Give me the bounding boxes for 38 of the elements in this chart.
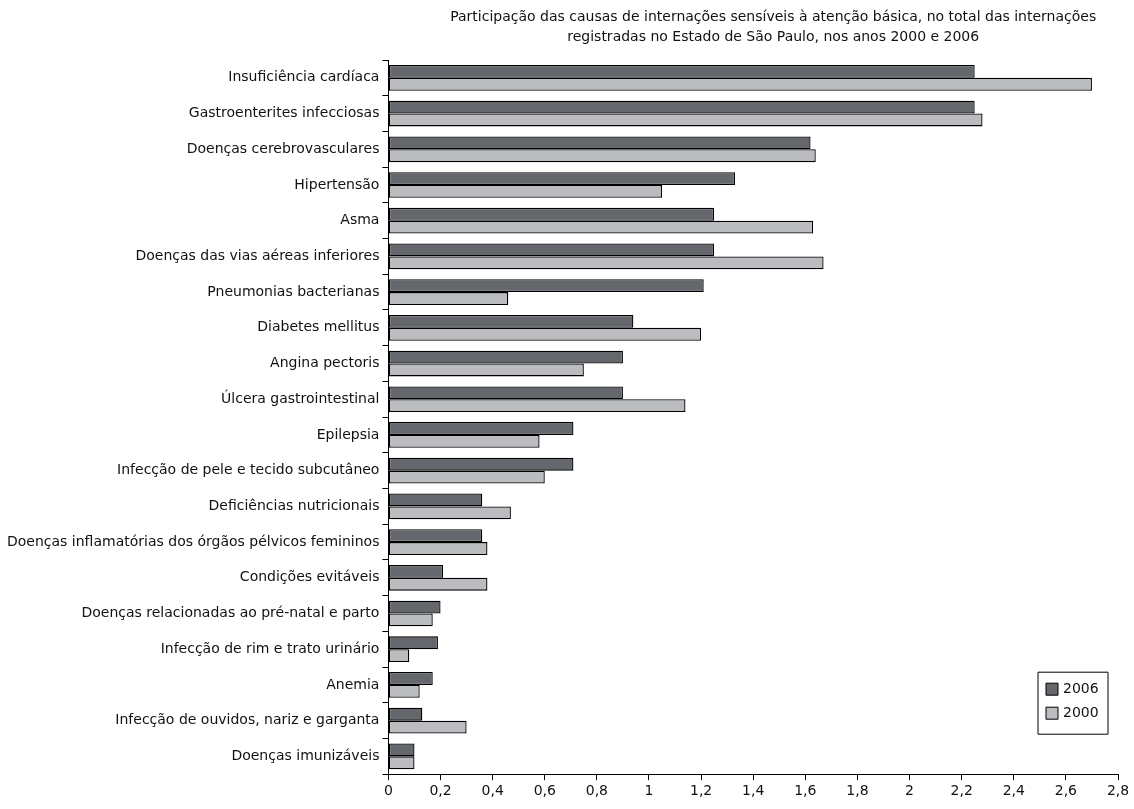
x-tick-label: 0,8: [585, 782, 609, 799]
y-tick-label: Infecção de rim e trato urinário: [160, 639, 380, 656]
y-tick-label: Infecção de ouvidos, nariz e garganta: [115, 711, 380, 728]
x-tick-label: 1,4: [742, 782, 765, 799]
y-tick-label: Diabetes mellitus: [257, 318, 380, 335]
legend-label: 2000: [1063, 703, 1099, 720]
x-tick-label: 1,8: [846, 782, 869, 799]
y-tick-label: Gastroenterites infecciosas: [188, 104, 380, 121]
y-tick-label: Anemia: [326, 675, 380, 692]
y-tick-label: Úlcera gastrointestinal: [221, 388, 380, 406]
x-tick-label: 2,6: [1054, 782, 1078, 799]
y-tick-label: Hipertensão: [294, 175, 380, 192]
x-tick-label: 2,2: [950, 782, 973, 799]
x-tick-label: 0: [383, 782, 393, 799]
y-tick-label: Doenças das vias aéreas inferiores: [135, 247, 380, 264]
y-tick-label: Doenças relacionadas ao pré-natal e parto: [81, 604, 380, 621]
x-tick-label: 2: [905, 782, 915, 799]
x-tick-label: 0,6: [533, 782, 556, 799]
y-tick-label: Condições evitáveis: [239, 568, 380, 585]
x-tick-label: 0,2: [429, 782, 452, 799]
y-tick-label: Deficiências nutricionais: [208, 497, 380, 514]
legend-label: 2006: [1063, 679, 1099, 696]
y-tick-label: Pneumonias bacterianas: [207, 282, 380, 299]
y-tick-label: Doenças inflamatórias dos órgãos pélvicos femininos: [7, 532, 380, 549]
y-tick-label: Epilepsia: [316, 425, 380, 442]
x-tick-label: 0,4: [481, 782, 504, 799]
y-tick-label: Asma: [340, 211, 380, 228]
y-tick-label: Angina pectoris: [270, 354, 380, 371]
x-tick-label: 1: [644, 782, 654, 799]
y-tick-label: Doenças imunizáveis: [231, 746, 380, 763]
y-tick-label: Insuficiência cardíaca: [228, 68, 380, 85]
y-tick-label: Doenças cerebrovasculares: [186, 139, 380, 156]
chart-title: Participação das causas de internações sensíveis à atenção básica, no total das internações registradas no Estado de São Paulo, nos anos 2000 e 2006: [450, 7, 1097, 44]
x-tick-label: 1,2: [689, 782, 713, 799]
x-tick-label: 1,6: [794, 782, 817, 799]
x-tick-label: 2,4: [1002, 782, 1025, 799]
y-tick-label: Infecção de pele e tecido subcutâneo: [117, 461, 380, 478]
x-tick-label: 2,8: [1106, 782, 1130, 799]
